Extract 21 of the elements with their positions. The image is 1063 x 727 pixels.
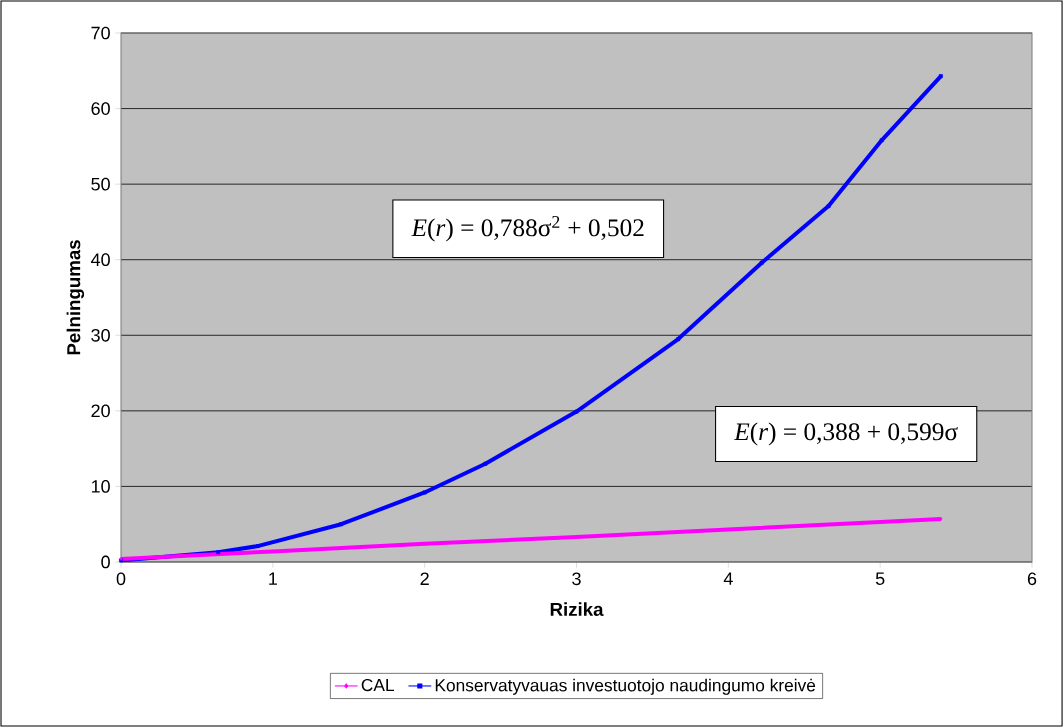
y-tick-label: 60: [91, 102, 110, 115]
x-tick-label: 4: [723, 572, 733, 585]
x-axis-title: Rizika: [550, 602, 604, 616]
y-tick-label: 50: [91, 177, 110, 191]
y-tick-label: 70: [91, 26, 110, 40]
y-axis-title: Pelningumas: [66, 240, 85, 355]
y-tick-label: 20: [91, 404, 110, 418]
x-tick-label: 2: [420, 572, 429, 585]
x-tick-label: 6: [1027, 572, 1037, 586]
annotation: E(r) = 0,388 + 0,599σ: [733, 422, 958, 446]
y-tick-label: 10: [91, 480, 110, 493]
x-tick-label: 3: [572, 572, 581, 586]
x-tick-label: 1: [269, 572, 277, 585]
y-tick-label: 40: [91, 253, 110, 267]
annotation: E(r) = 0,788σ$^{2}$ + 0,502: [411, 215, 644, 242]
x-tick-label: 5: [875, 572, 885, 585]
legend-label: CAL: [361, 678, 395, 692]
y-tick-label: 30: [91, 328, 110, 342]
y-tick-label: 0: [101, 555, 110, 569]
x-tick-label: 0: [116, 572, 126, 586]
legend-label: Konservatyvauas investuotojo naudingumo kreivė: [435, 678, 816, 695]
